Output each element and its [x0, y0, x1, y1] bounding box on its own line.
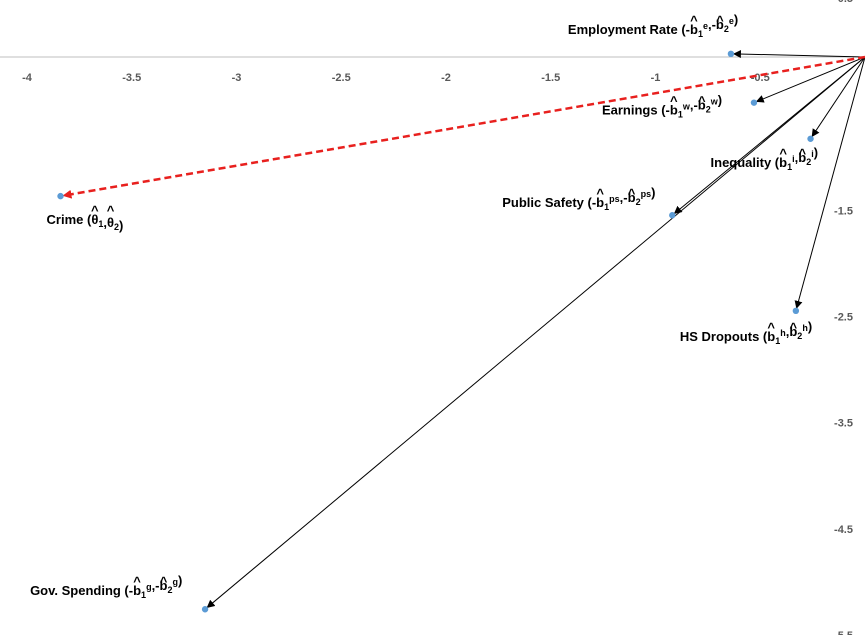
hat-accent: ^: [798, 146, 806, 161]
data-point: [807, 135, 814, 142]
x-tick-label: -3: [232, 72, 242, 84]
point-label: Public Safety (-b1ps,-b2ps): [502, 185, 655, 212]
vector-arrow: [732, 50, 865, 59]
data-point: [57, 192, 64, 200]
point-label: HS Dropouts (b1h,b2h): [680, 319, 812, 346]
y-tick-label: -3.5: [834, 418, 853, 430]
hat-accent: ^: [716, 13, 724, 28]
hat-accent: ^: [628, 186, 636, 201]
crime-vector-arrow: [62, 55, 865, 199]
hat-accent: ^: [767, 320, 775, 335]
vector-arrow: [811, 56, 865, 138]
vector-arrow: [794, 56, 865, 309]
hat-accent: ^: [107, 203, 115, 218]
x-tick-label: -1: [651, 72, 661, 84]
point-label: Inequality (b1i,b2i): [711, 145, 819, 172]
hat-accent: ^: [596, 186, 604, 201]
point-label: Gov. Spending (-b1g,-b2g): [30, 573, 182, 600]
point-labels: Employment Rate (-b1e,-b2e)^ ^Earnings (-…: [30, 12, 818, 600]
x-tick-label: -4: [22, 72, 33, 84]
data-point: [727, 50, 735, 58]
y-tick-label: -2.5: [834, 312, 853, 324]
x-tick-label: -3.5: [122, 72, 141, 84]
x-tick-label: -1.5: [541, 72, 560, 84]
data-points: [57, 50, 814, 613]
y-tick-label: -5.5: [834, 630, 853, 635]
point-label: Crime (θ1,θ2): [47, 212, 124, 233]
data-point: [750, 99, 758, 106]
x-tick-label: -2: [441, 72, 451, 84]
hat-accent: ^: [779, 146, 787, 161]
data-point: [792, 307, 800, 315]
y-tick-label: 0.5: [838, 0, 853, 5]
y-tick-label: -4.5: [834, 524, 853, 536]
hat-accent: ^: [698, 94, 706, 109]
hat-accent: ^: [670, 94, 678, 109]
y-tick-label: -1.5: [834, 205, 853, 217]
point-label: Earnings (-b1w,-b2w): [602, 93, 722, 120]
hat-accent: ^: [790, 320, 798, 335]
x-tick-label: -2.5: [332, 72, 351, 84]
data-point: [669, 212, 676, 219]
vectors: [62, 50, 865, 608]
hat-accent: ^: [133, 574, 141, 589]
vector-arrow: [755, 56, 865, 103]
data-point: [201, 606, 209, 613]
hat-accent: ^: [160, 574, 168, 589]
vector-arrow: [206, 56, 865, 608]
hat-accent: ^: [690, 13, 698, 28]
point-label: Employment Rate (-b1e,-b2e): [568, 12, 738, 39]
hat-accent: ^: [91, 203, 99, 218]
